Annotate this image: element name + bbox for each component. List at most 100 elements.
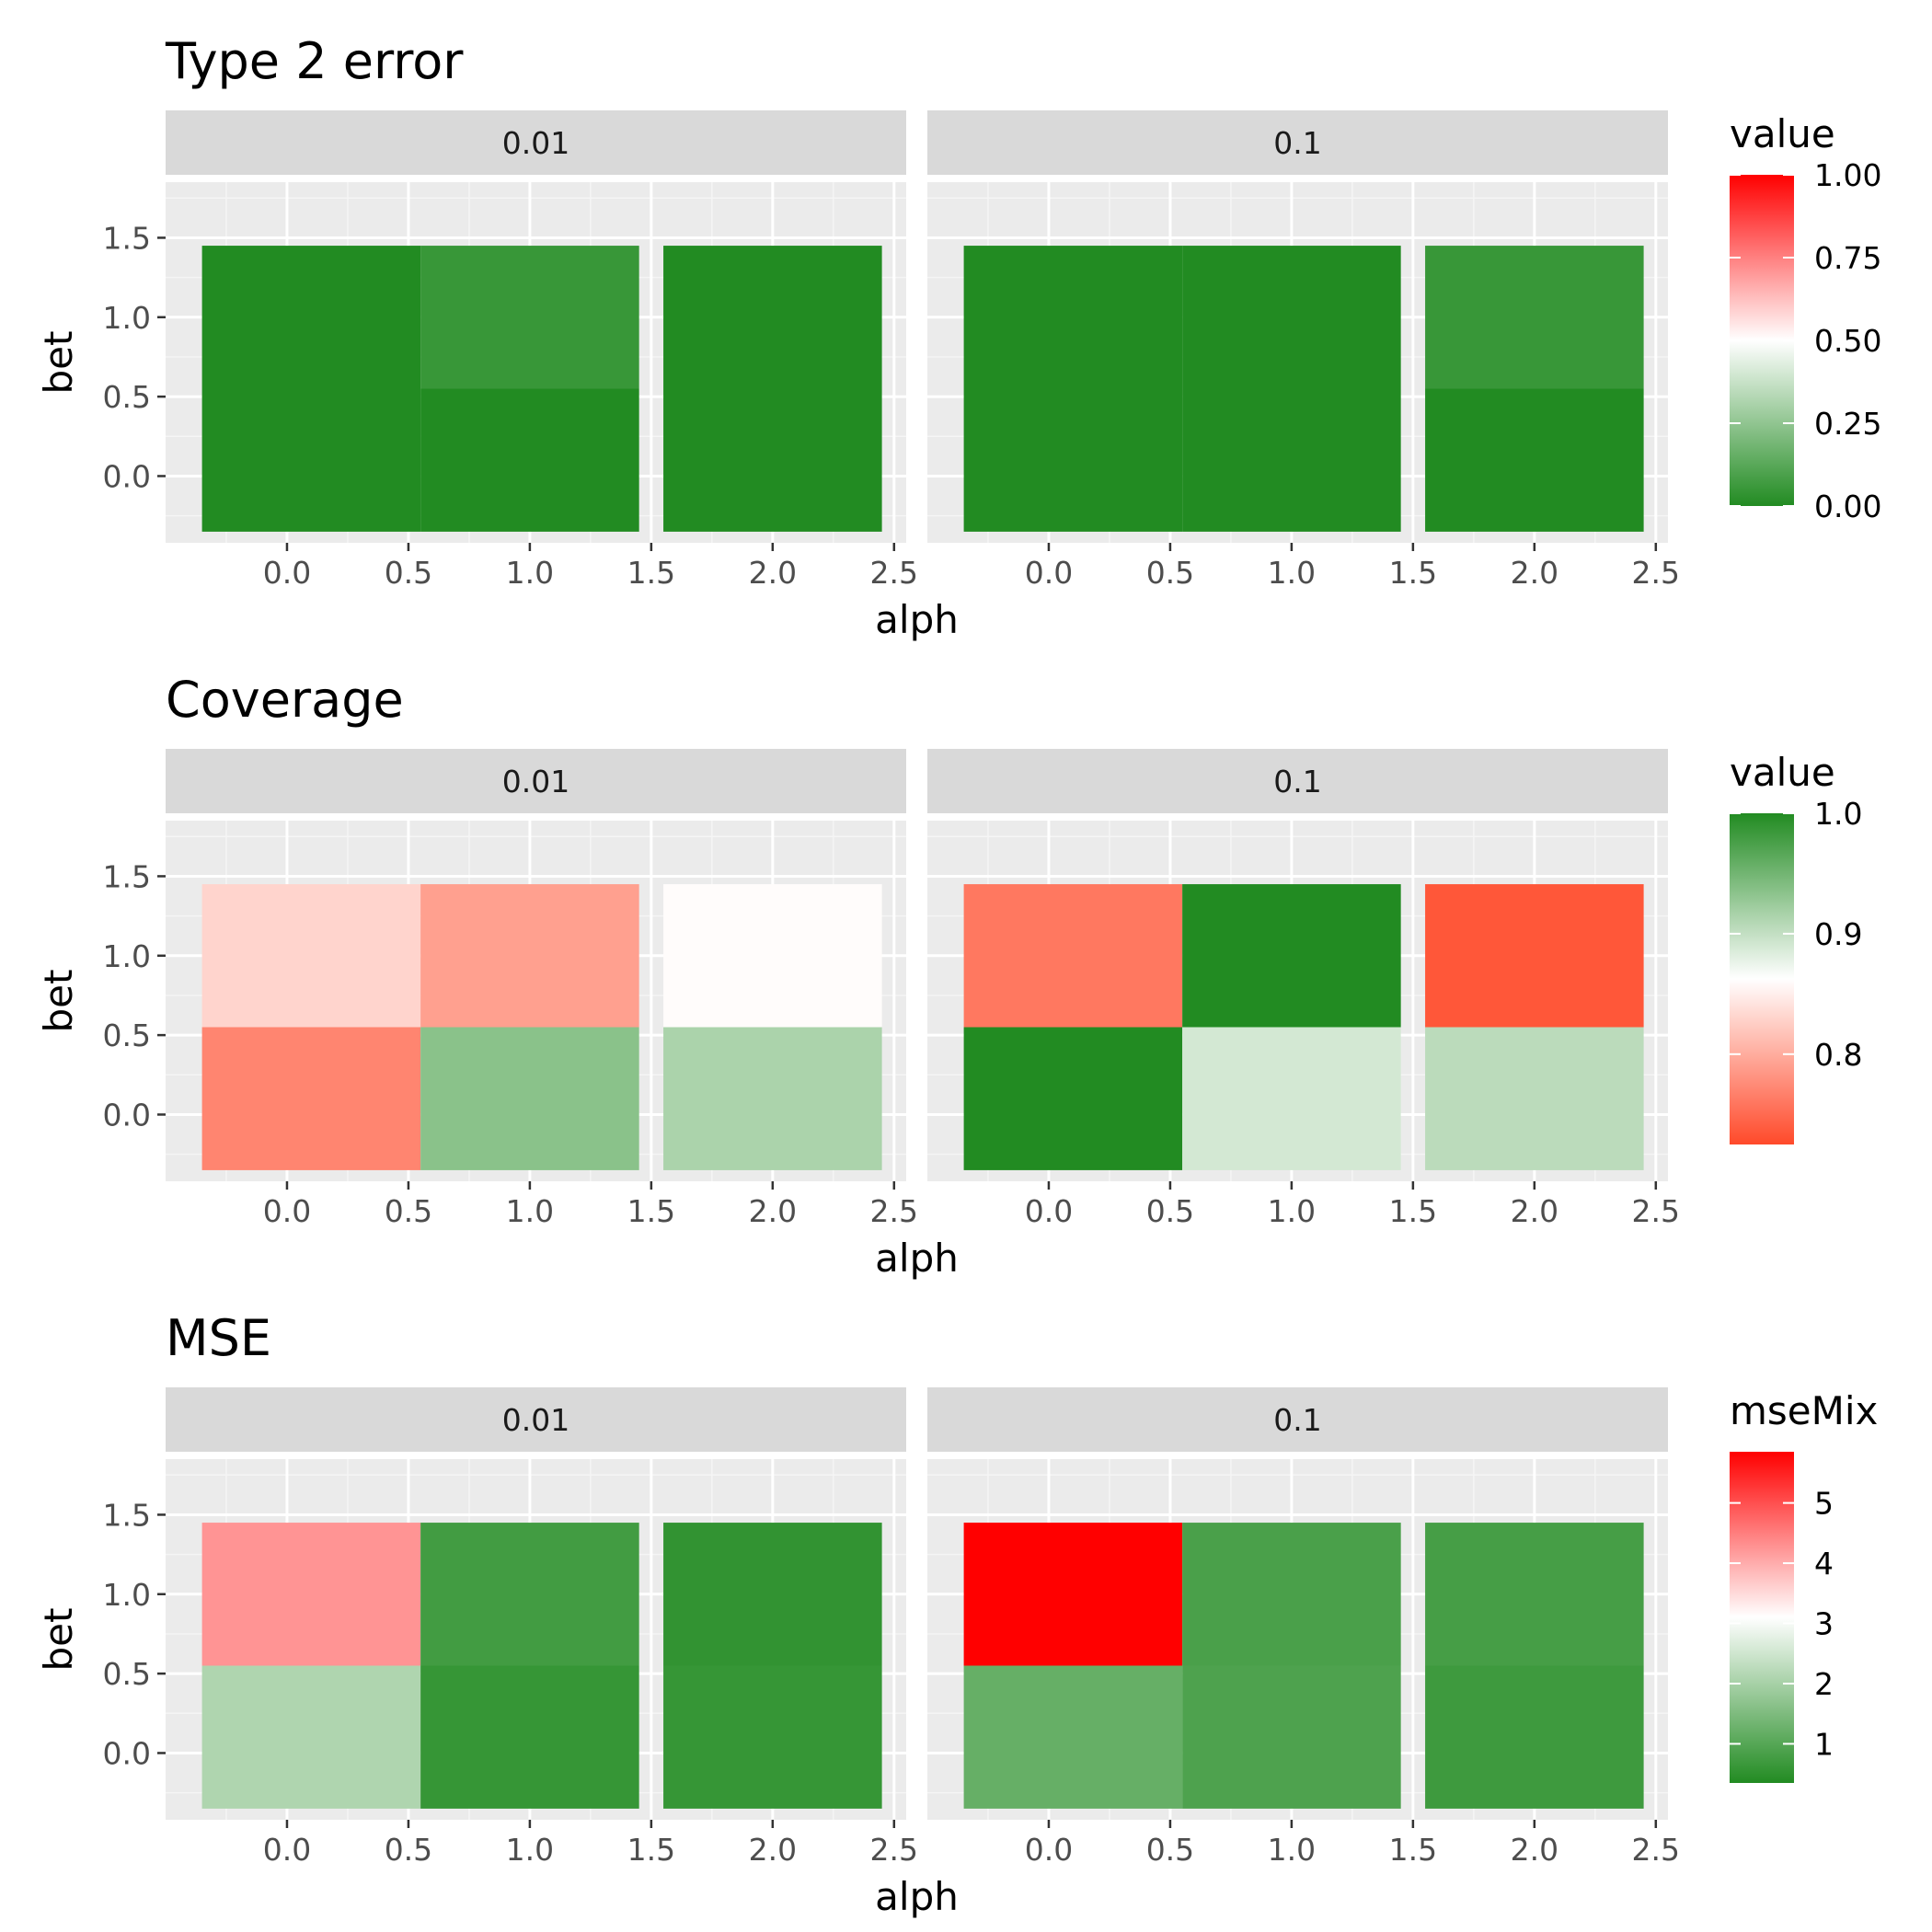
x-tick-label: 0.0 bbox=[263, 555, 311, 591]
legend-tick-label: 0.50 bbox=[1814, 323, 1881, 359]
heatmap-cell bbox=[963, 388, 1183, 532]
heatmap-cell bbox=[1425, 246, 1644, 389]
x-tick-label: 2.5 bbox=[870, 555, 918, 591]
heatmap-cell bbox=[663, 388, 882, 532]
x-axis-title: alph bbox=[875, 1236, 959, 1281]
x-tick-label: 1.5 bbox=[1389, 1193, 1437, 1229]
heatmap-cell bbox=[201, 884, 421, 1028]
facet-panel-0.01: 0.01 0.0 0.5 1.0 1.5 2.0 2.5 0.0 0.5 1.0 1.5 bbox=[103, 749, 918, 1229]
legend-tick-label: 2 bbox=[1814, 1666, 1834, 1702]
y-tick-label: 0.0 bbox=[103, 1097, 151, 1133]
facet-strip bbox=[927, 1387, 1668, 1452]
heatmap-cell bbox=[420, 1027, 639, 1170]
x-tick-label: 2.5 bbox=[1632, 555, 1680, 591]
x-tick-label: 2.0 bbox=[1511, 1832, 1558, 1868]
legend-title: mseMix bbox=[1730, 1388, 1878, 1433]
y-axis-title: bet bbox=[36, 970, 81, 1033]
heatmap-cell bbox=[663, 246, 882, 389]
facet-strip-label: 0.1 bbox=[1273, 1402, 1321, 1438]
x-tick-label: 0.0 bbox=[1025, 555, 1073, 591]
facet-strip-label: 0.01 bbox=[502, 1402, 569, 1438]
x-tick-label: 1.0 bbox=[1268, 1193, 1316, 1229]
chart-2: Coverage 0.01 0.0 0.5 1.0 1.5 2.0 2.5 0.0 0.5 1.0 1… bbox=[36, 671, 1862, 1281]
x-tick-label: 1.0 bbox=[1268, 1832, 1316, 1868]
chart-title: Type 2 error bbox=[165, 32, 464, 90]
x-tick-label: 0.5 bbox=[1146, 1193, 1194, 1229]
legend-tick-label: 1.00 bbox=[1814, 157, 1881, 193]
x-tick-label: 0.5 bbox=[1146, 555, 1194, 591]
heatmap-cell bbox=[663, 1665, 882, 1809]
heatmap-cell bbox=[963, 246, 1183, 389]
facet-strip-label: 0.01 bbox=[502, 125, 569, 161]
chart-1: Type 2 error 0.01 0.0 0.5 1.0 1.5 2.0 2.5 0.0 0.5… bbox=[36, 32, 1881, 642]
x-tick-label: 0.0 bbox=[263, 1832, 311, 1868]
heatmap-cell bbox=[420, 1523, 639, 1666]
chart-title: Coverage bbox=[166, 671, 404, 729]
y-tick-label: 0.5 bbox=[103, 1656, 151, 1692]
legend-title: value bbox=[1730, 750, 1835, 795]
heatmap-cell bbox=[201, 388, 421, 532]
facet-strip bbox=[166, 1387, 906, 1452]
legend: mseMix 5 4 3 2 1 bbox=[1730, 1388, 1878, 1783]
y-axis-title: bet bbox=[36, 1608, 81, 1672]
y-tick-label: 0.5 bbox=[103, 379, 151, 415]
x-tick-label: 2.5 bbox=[1632, 1832, 1680, 1868]
facet-panel-0.1: 0.1 0.0 0.5 1.0 1.5 2.0 2.5 bbox=[927, 749, 1680, 1229]
heatmap-cell bbox=[420, 884, 639, 1028]
x-tick-label: 1.0 bbox=[506, 555, 554, 591]
heatmap-cell bbox=[420, 1665, 639, 1809]
y-tick-label: 1.0 bbox=[103, 938, 151, 974]
legend-tick-label: 0.00 bbox=[1814, 489, 1881, 524]
x-tick-label: 2.5 bbox=[1632, 1193, 1680, 1229]
x-tick-label: 1.5 bbox=[1389, 555, 1437, 591]
facet-strip-label: 0.1 bbox=[1273, 125, 1321, 161]
x-tick-label: 2.0 bbox=[1511, 555, 1558, 591]
heatmap-cell bbox=[1425, 388, 1644, 532]
heatmap-cell bbox=[201, 1027, 421, 1170]
heatmap-cell bbox=[1425, 1027, 1644, 1170]
x-tick-label: 0.5 bbox=[385, 555, 432, 591]
legend-tick-label: 0.75 bbox=[1814, 240, 1881, 276]
facet-panel-0.01: 0.01 0.0 0.5 1.0 1.5 2.0 2.5 0.0 0.5 1.0 1.5 bbox=[103, 110, 918, 591]
y-tick-label: 0.5 bbox=[103, 1018, 151, 1053]
legend-colorbar bbox=[1730, 1452, 1794, 1783]
heatmap-cell bbox=[201, 246, 421, 389]
heatmap-cell bbox=[1425, 1665, 1644, 1809]
y-tick-label: 0.0 bbox=[103, 458, 151, 494]
x-tick-label: 2.0 bbox=[1511, 1193, 1558, 1229]
x-tick-label: 1.0 bbox=[506, 1832, 554, 1868]
y-axis-title: bet bbox=[36, 331, 81, 395]
x-tick-label: 1.5 bbox=[1389, 1832, 1437, 1868]
heatmap-cell bbox=[1182, 388, 1401, 532]
facet-strip bbox=[927, 110, 1668, 175]
x-tick-label: 0.0 bbox=[263, 1193, 311, 1229]
x-tick-label: 1.5 bbox=[627, 1193, 675, 1229]
heatmap-cell bbox=[663, 1523, 882, 1666]
heatmap-cell bbox=[963, 1523, 1183, 1666]
legend-title: value bbox=[1730, 111, 1835, 156]
x-tick-label: 1.0 bbox=[506, 1193, 554, 1229]
x-tick-label: 0.0 bbox=[1025, 1832, 1073, 1868]
y-tick-label: 1.5 bbox=[103, 858, 151, 894]
y-tick-label: 1.0 bbox=[103, 300, 151, 336]
facet-strip-label: 0.1 bbox=[1273, 764, 1321, 799]
facet-strip bbox=[166, 110, 906, 175]
x-tick-label: 0.5 bbox=[385, 1832, 432, 1868]
heatmap-cell bbox=[963, 1665, 1183, 1809]
heatmap-cell bbox=[420, 246, 639, 389]
legend-colorbar bbox=[1730, 813, 1794, 1144]
y-tick-label: 1.5 bbox=[103, 220, 151, 256]
y-tick-label: 1.5 bbox=[103, 1497, 151, 1533]
heatmap-cell bbox=[663, 884, 882, 1028]
heatmap-cell bbox=[420, 388, 639, 532]
heatmap-cell bbox=[963, 1027, 1183, 1170]
heatmap-cell bbox=[1425, 884, 1644, 1028]
heatmap-cell bbox=[1182, 1523, 1401, 1666]
heatmap-cell bbox=[963, 884, 1183, 1028]
x-tick-label: 1.5 bbox=[627, 555, 675, 591]
facet-strip bbox=[927, 749, 1668, 813]
heatmap-cell bbox=[1182, 1665, 1401, 1809]
